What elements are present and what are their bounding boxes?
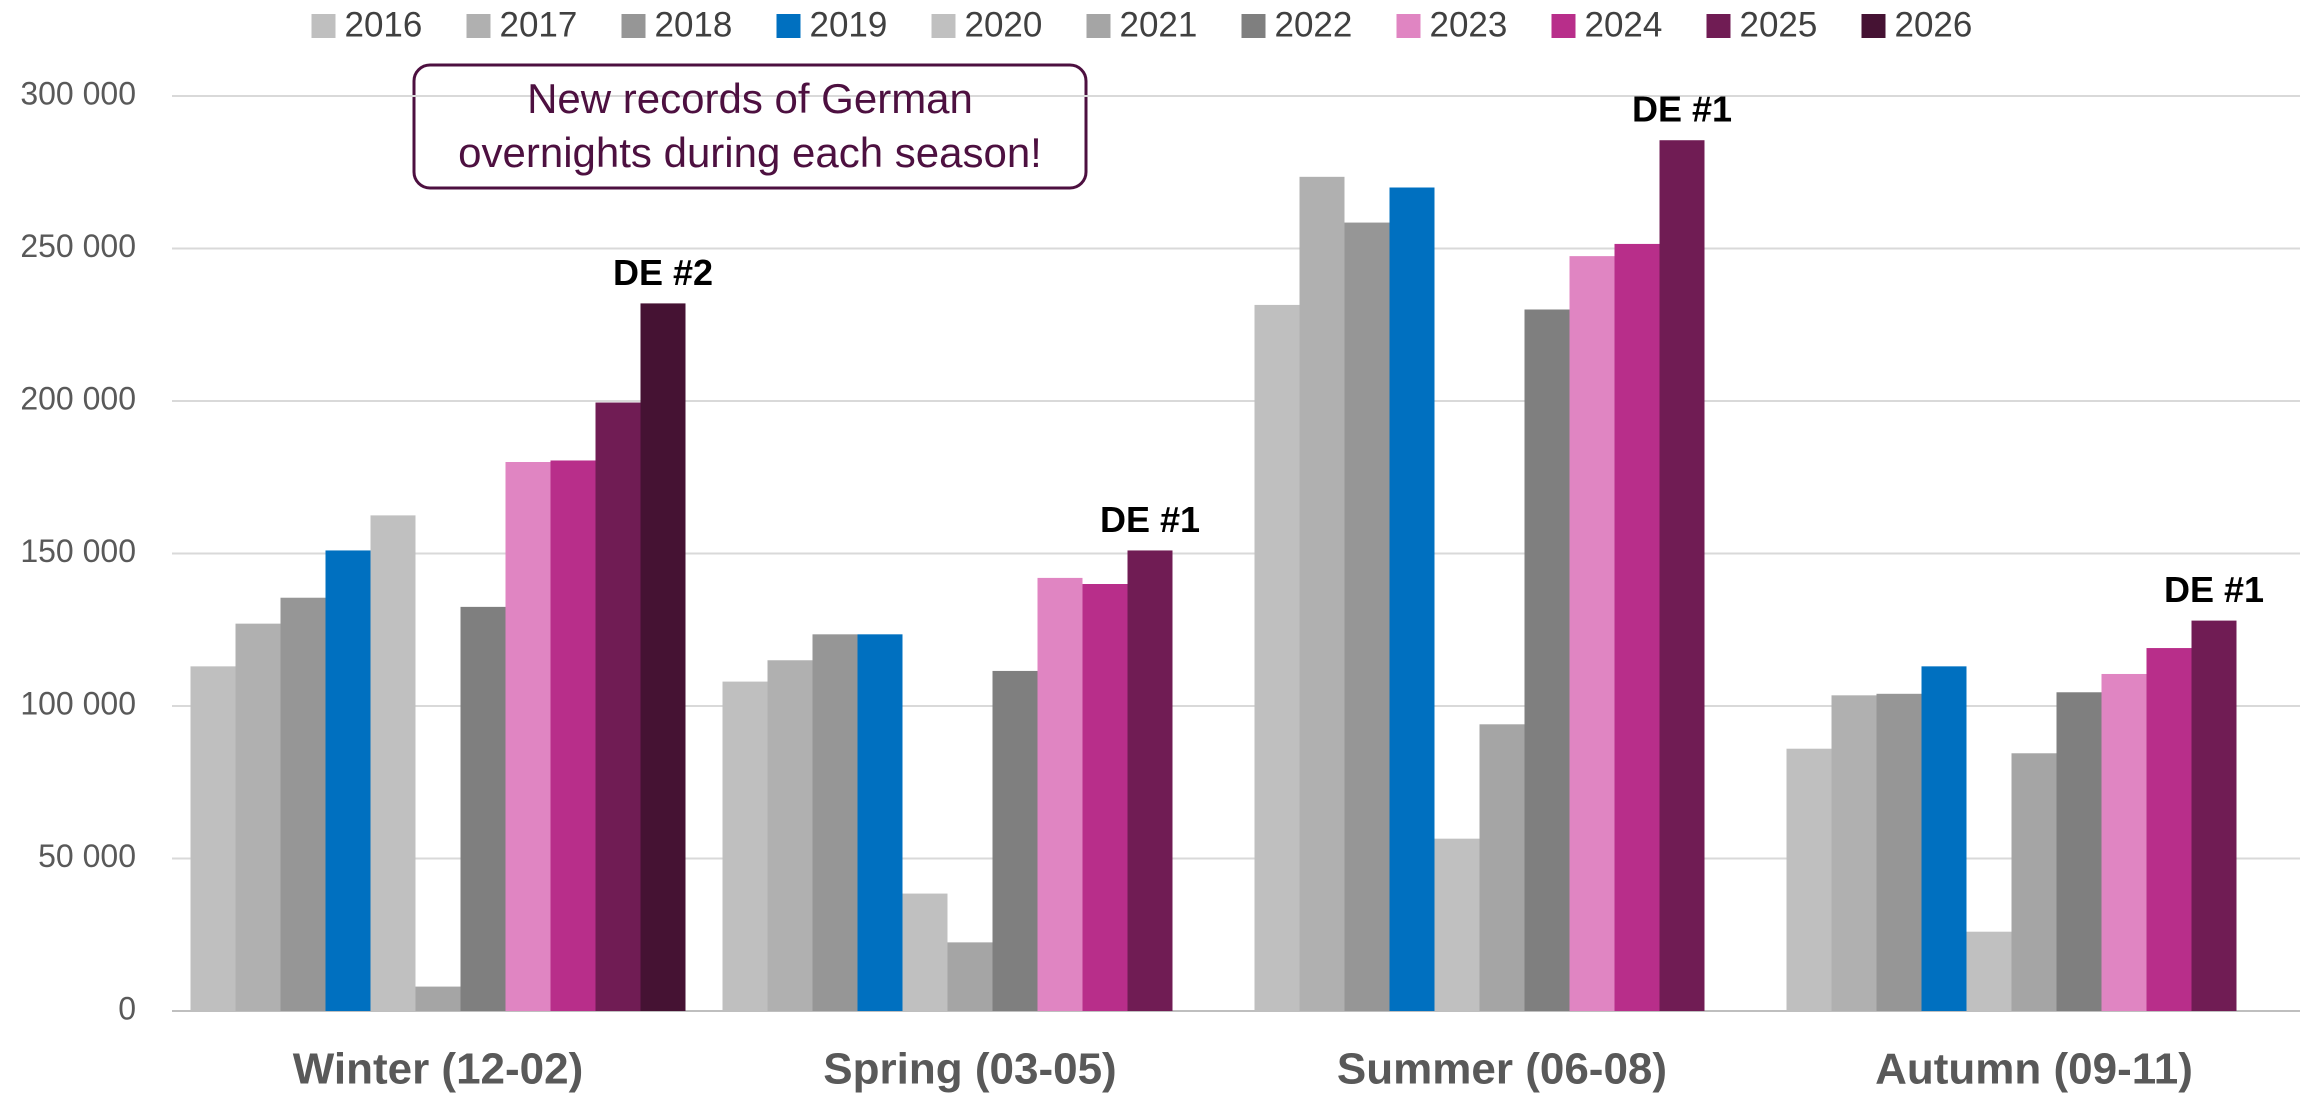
y-tick-label: 50 000 (38, 838, 136, 874)
y-tick-label: 200 000 (20, 380, 136, 416)
bar (2101, 673, 2147, 1011)
bar (1344, 222, 1390, 1011)
annotation: DE #1 (2164, 569, 2264, 610)
legend-label: 2016 (345, 5, 423, 44)
legend-label: 2026 (1895, 5, 1973, 44)
bar (992, 670, 1038, 1011)
bar (902, 893, 948, 1011)
legend-label: 2024 (1585, 5, 1663, 44)
bar (767, 660, 813, 1011)
bar (2146, 648, 2192, 1011)
bar (812, 634, 858, 1011)
legend-label: 2022 (1275, 5, 1353, 44)
legend-swatch (1396, 14, 1421, 38)
legend-swatch (776, 14, 801, 38)
bar (1299, 176, 1345, 1011)
bar (1082, 584, 1128, 1011)
legend-swatch (1551, 14, 1576, 38)
legend-swatch (466, 14, 491, 38)
bar (1831, 695, 1877, 1011)
bar (1479, 724, 1525, 1011)
x-tick-label: Spring (03-05) (823, 1045, 1116, 1094)
bar (2011, 753, 2057, 1011)
y-tick-label: 100 000 (20, 685, 136, 721)
callout-text: overnights during each season! (458, 129, 1042, 176)
legend-label: 2017 (500, 5, 578, 44)
bar (1921, 666, 1967, 1011)
legend-swatch (1241, 14, 1266, 38)
bar (2191, 620, 2237, 1011)
bar (190, 666, 236, 1011)
bar (1659, 140, 1705, 1012)
bar (595, 402, 641, 1011)
legend-label: 2023 (1430, 5, 1508, 44)
y-tick-label: 0 (118, 990, 136, 1026)
bar (947, 942, 993, 1011)
legend-swatch (931, 14, 956, 38)
x-tick-label: Summer (06-08) (1337, 1045, 1667, 1094)
bar (640, 303, 686, 1011)
bar (280, 597, 326, 1011)
bar (1127, 550, 1173, 1011)
annotation: DE #1 (1632, 89, 1732, 130)
bar (857, 634, 903, 1011)
bar (1434, 838, 1480, 1011)
y-tick-label: 250 000 (20, 228, 136, 264)
bar (1786, 748, 1832, 1011)
y-tick-label: 150 000 (20, 533, 136, 569)
legend-label: 2020 (965, 5, 1043, 44)
bar (1389, 187, 1435, 1011)
bar (1966, 931, 2012, 1011)
x-tick-label: Winter (12-02) (293, 1045, 584, 1094)
bar (415, 986, 461, 1011)
y-tick-label: 300 000 (20, 75, 136, 111)
bar (325, 550, 371, 1011)
legend-swatch (1706, 14, 1731, 38)
bar (2056, 692, 2102, 1011)
bar (505, 462, 551, 1011)
annotation: DE #1 (1100, 499, 1200, 540)
legend-label: 2018 (655, 5, 733, 44)
bar (1569, 256, 1615, 1011)
legend-label: 2019 (810, 5, 888, 44)
bar (370, 515, 416, 1011)
annotation: DE #2 (613, 252, 713, 293)
legend-label: 2021 (1120, 5, 1198, 44)
legend-swatch (1861, 14, 1886, 38)
callout-text: New records of German (527, 75, 973, 122)
bar (460, 606, 506, 1011)
legend-label: 2025 (1740, 5, 1818, 44)
bar (1037, 577, 1083, 1011)
legend-swatch (1086, 14, 1111, 38)
bar (1524, 309, 1570, 1011)
legend-swatch (621, 14, 646, 38)
bar (235, 623, 281, 1011)
bar (1614, 243, 1660, 1012)
bar (1876, 693, 1922, 1011)
x-tick-label: Autumn (09-11) (1875, 1045, 2193, 1094)
legend-swatch (311, 14, 336, 38)
bar (550, 460, 596, 1012)
bar (722, 681, 768, 1011)
bar (1254, 304, 1300, 1011)
